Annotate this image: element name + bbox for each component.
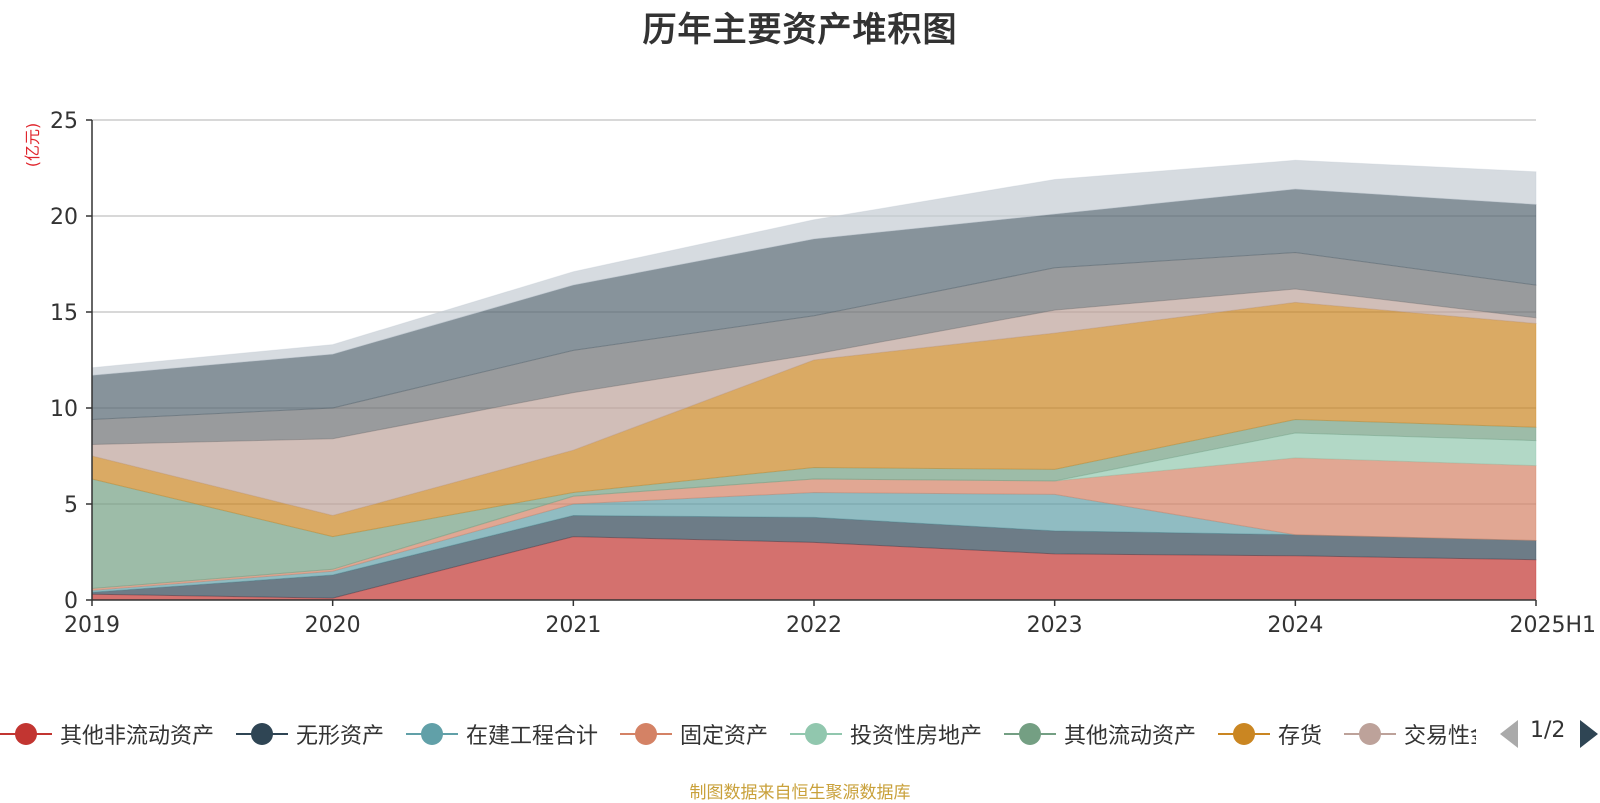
y-tick-label: 5: [64, 493, 78, 518]
legend-items: 其他非流动资产 无形资产 在建工程合计 固定资产 投资性房地产 其他流动资产 存货 交易性金融…: [0, 712, 1476, 756]
legend-page-indicator: 1/2: [1530, 718, 1566, 743]
legend-marker-icon: [406, 712, 458, 756]
legend-label: 固定资产: [680, 724, 769, 749]
y-axis-unit-label: (亿元): [23, 123, 42, 168]
legend-item[interactable]: 投资性房地产: [790, 712, 982, 756]
legend-marker-icon: [236, 712, 288, 756]
x-tick-label: 2025H1: [1509, 613, 1596, 638]
legend-label: 投资性房地产: [850, 724, 983, 749]
legend-label: 存货: [1278, 724, 1323, 749]
legend-marker-icon: [0, 712, 52, 756]
area-series-预付款项[interactable]: [91, 159, 1537, 376]
legend-marker-icon: [1218, 712, 1270, 756]
axes: 0 5 10 15 20 25 2019 2020 2021 2022 2023 2024 2025H1: [50, 109, 1596, 638]
legend-item[interactable]: 无形资产: [236, 712, 384, 756]
legend-prev-page-icon[interactable]: [1500, 720, 1518, 748]
area-series: [91, 159, 1537, 601]
x-tick-label: 2019: [64, 613, 120, 638]
legend-item[interactable]: 固定资产: [620, 712, 768, 756]
x-tick-label: 2021: [545, 613, 601, 638]
y-tick-label: 25: [50, 109, 78, 134]
legend-item[interactable]: 在建工程合计: [406, 712, 598, 756]
legend-item[interactable]: 其他流动资产: [1004, 712, 1196, 756]
x-tick-label: 2023: [1027, 613, 1083, 638]
x-tick-label: 2024: [1267, 613, 1323, 638]
x-tick-label: 2022: [786, 613, 842, 638]
legend: 其他非流动资产 无形资产 在建工程合计 固定资产 投资性房地产 其他流动资产 存货 交易性金融…: [0, 712, 1600, 756]
chart-title: 历年主要资产堆积图: [642, 10, 958, 50]
legend-item[interactable]: 交易性金融资产: [1344, 712, 1476, 756]
legend-next-page-icon[interactable]: [1580, 720, 1598, 748]
legend-marker-icon: [620, 712, 672, 756]
legend-marker-icon: [1004, 712, 1056, 756]
y-tick-label: 15: [50, 301, 78, 326]
legend-label: 无形资产: [296, 724, 385, 749]
area-series-无形资产[interactable]: [91, 514, 1537, 599]
data-source-note: 制图数据来自恒生聚源数据库: [689, 783, 911, 803]
legend-label: 其他非流动资产: [60, 724, 215, 749]
legend-marker-icon: [790, 712, 842, 756]
area-series-货币资金[interactable]: [91, 251, 1537, 446]
y-tick-label: 20: [50, 205, 78, 230]
stacked-area-chart: 0 5 10 15 20 25 2019 2020 2021 2022 2023 2024 2025H1…: [23, 109, 1596, 638]
legend-label: 其他流动资产: [1064, 724, 1197, 749]
legend-label: 交易性金融资产: [1404, 724, 1476, 749]
y-tick-label: 0: [64, 589, 78, 614]
x-tick-label: 2020: [305, 613, 361, 638]
legend-label: 在建工程合计: [466, 724, 599, 749]
y-tick-label: 10: [50, 397, 78, 422]
legend-item[interactable]: 存货: [1218, 712, 1322, 756]
legend-item[interactable]: 其他非流动资产: [0, 712, 214, 756]
legend-marker-icon: [1344, 712, 1396, 756]
area-series-投资性房地产[interactable]: [91, 432, 1537, 589]
